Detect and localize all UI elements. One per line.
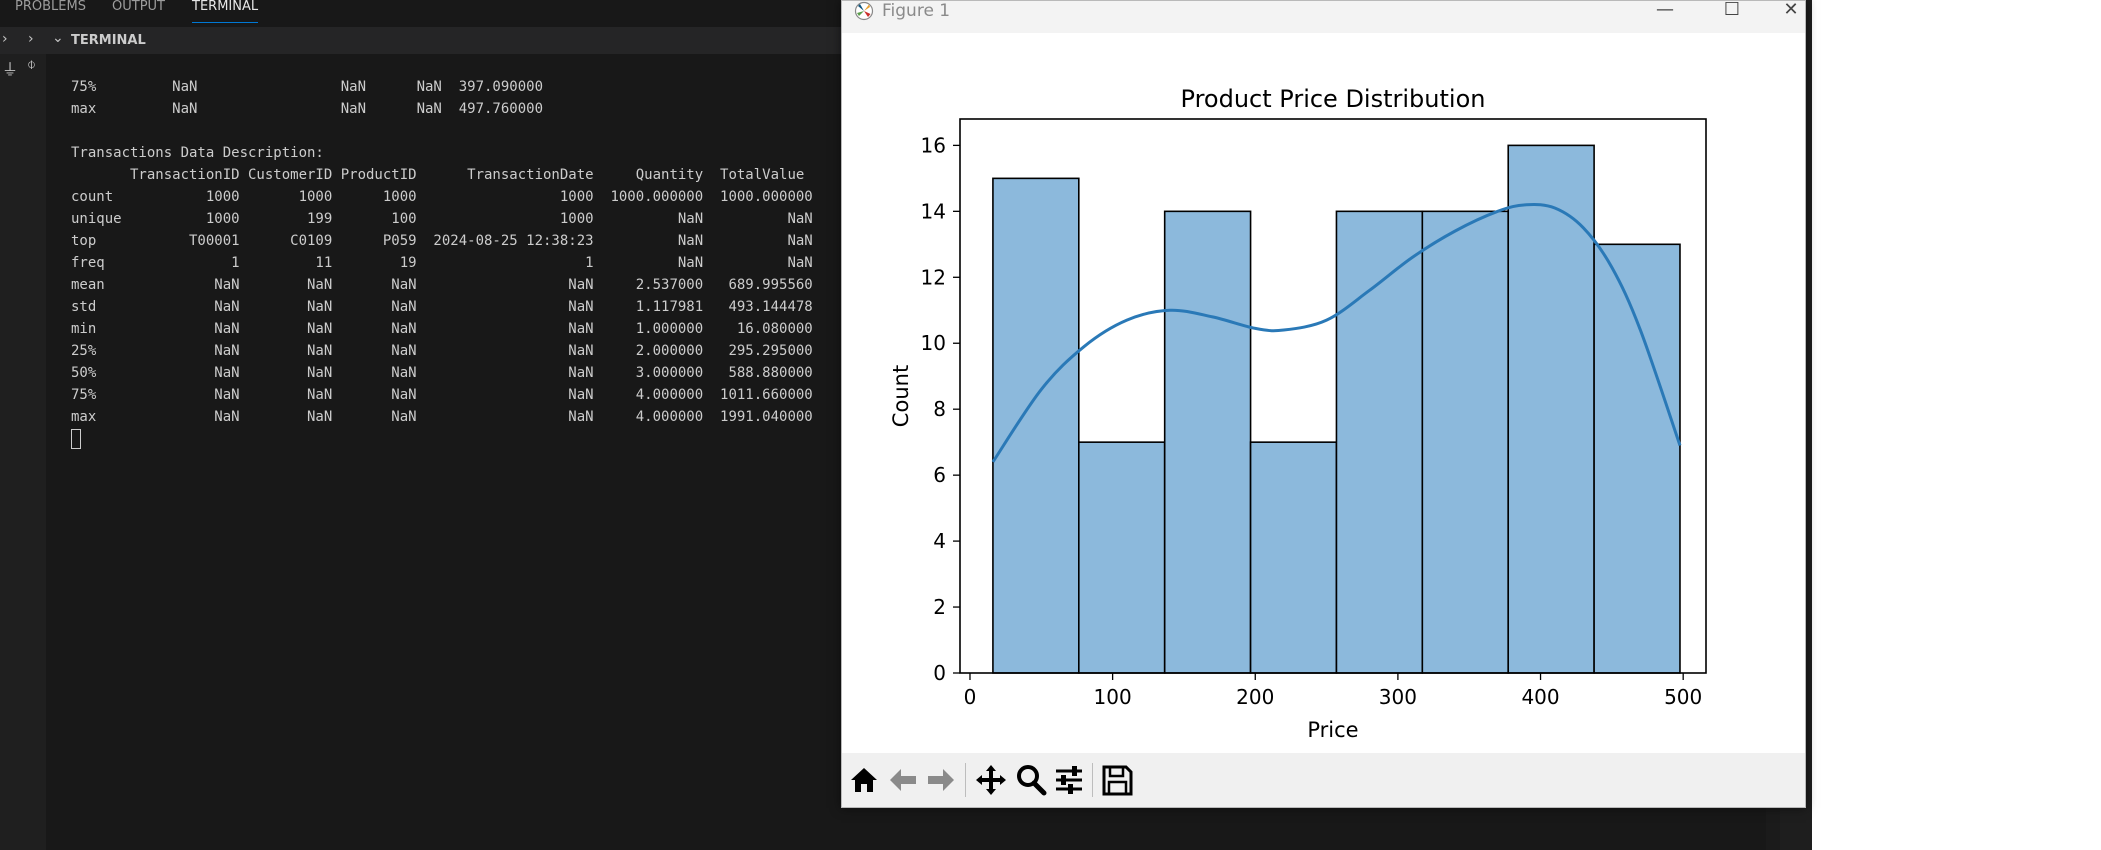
x-tick-label: 200 bbox=[1236, 685, 1274, 709]
terminal-line: Transactions Data Description: bbox=[71, 145, 324, 161]
activity-strip bbox=[0, 27, 46, 850]
terminal-line: TransactionID CustomerID ProductID Trans… bbox=[71, 167, 805, 183]
histogram-bar bbox=[992, 177, 1080, 674]
chevron-right-icon[interactable]: › bbox=[28, 31, 34, 47]
terminal-line: max NaN NaN NaN 497.760000 bbox=[71, 101, 544, 117]
toolbar-separator bbox=[965, 763, 966, 797]
window-title: Figure 1 bbox=[882, 1, 951, 21]
terminal-line: unique 1000 199 100 1000 NaN NaN bbox=[71, 211, 813, 227]
figure-canvas[interactable]: 0 100 200 300 400 500 0 2 4 6 8 10 12 14 16 Product Pri… bbox=[842, 33, 1805, 753]
kde-curve bbox=[991, 202, 1682, 463]
x-tick-label: 400 bbox=[1521, 685, 1559, 709]
histogram-bar bbox=[1335, 210, 1424, 674]
x-tick-label: 0 bbox=[964, 685, 977, 709]
terminal-line: 75% NaN NaN NaN NaN 4.000000 1011.660000 bbox=[71, 387, 813, 403]
chevron-right-icon[interactable]: › bbox=[2, 31, 8, 47]
maximize-button[interactable]: ☐ bbox=[1723, 0, 1741, 20]
y-tick-label: 14 bbox=[921, 199, 946, 223]
y-tick-label: 8 bbox=[933, 397, 946, 421]
toolbar-separator bbox=[1092, 763, 1093, 797]
terminal-line: mean NaN NaN NaN NaN 2.537000 689.995560 bbox=[71, 277, 813, 293]
save-icon[interactable] bbox=[1100, 763, 1134, 797]
terminal-header-label: TERMINAL bbox=[71, 33, 146, 48]
terminal-line: count 1000 1000 1000 1000 1000.000000 10… bbox=[71, 189, 813, 205]
x-axis-label: Price bbox=[1307, 718, 1358, 742]
close-button[interactable]: ✕ bbox=[1783, 0, 1799, 20]
y-tick-label: 6 bbox=[933, 463, 946, 487]
terminal-line: freq 1 11 19 1 NaN NaN bbox=[71, 255, 813, 271]
chart-title: Product Price Distribution bbox=[1181, 85, 1486, 113]
y-tick-label: 12 bbox=[921, 265, 946, 289]
back-arrow-icon[interactable] bbox=[886, 763, 920, 797]
configure-subplots-icon[interactable] bbox=[1052, 763, 1086, 797]
terminal-line: 50% NaN NaN NaN NaN 3.000000 588.880000 bbox=[71, 365, 813, 381]
histogram-bar bbox=[1249, 441, 1338, 674]
tab-problems[interactable]: PROBLEMS bbox=[15, 0, 86, 14]
histogram-bar bbox=[1593, 243, 1681, 674]
git-commit-icon[interactable]: ⌽ bbox=[27, 55, 37, 73]
terminal-line bbox=[71, 120, 813, 142]
terminal-line: min NaN NaN NaN NaN 1.000000 16.080000 bbox=[71, 321, 813, 337]
figure-window[interactable]: Figure 1 — ☐ ✕ 0 100 200 300 400 500 0 2 4 6 8 10 12… bbox=[841, 0, 1806, 808]
x-tick-label: 100 bbox=[1094, 685, 1132, 709]
window-titlebar[interactable]: Figure 1 — ☐ ✕ bbox=[842, 1, 1805, 33]
terminal-cursor bbox=[71, 429, 81, 449]
navigation-toolbar bbox=[842, 753, 1805, 807]
y-tick-label: 4 bbox=[933, 529, 946, 553]
terminal-line: top T00001 C0109 P059 2024-08-25 12:38:2… bbox=[71, 233, 813, 249]
axes-frame bbox=[959, 118, 1707, 674]
y-tick-label: 10 bbox=[921, 331, 946, 355]
histogram-bar bbox=[1163, 210, 1252, 674]
minimize-button[interactable]: — bbox=[1656, 0, 1674, 20]
y-tick-label: 2 bbox=[933, 595, 946, 619]
pan-icon[interactable] bbox=[974, 763, 1008, 797]
y-axis-label: Count bbox=[889, 365, 913, 427]
histogram-bar bbox=[1421, 210, 1510, 674]
terminal-line: 75% NaN NaN NaN 397.090000 bbox=[71, 79, 544, 95]
terminal-line: 25% NaN NaN NaN NaN 2.000000 295.295000 bbox=[71, 343, 813, 359]
x-tick-label: 300 bbox=[1379, 685, 1417, 709]
home-icon[interactable] bbox=[847, 763, 881, 797]
histogram-bar bbox=[1078, 441, 1166, 674]
tab-terminal[interactable]: TERMINAL bbox=[192, 0, 259, 23]
terminal-output[interactable]: 75% NaN NaN NaN 397.090000 max NaN NaN Na… bbox=[71, 76, 813, 428]
y-tick-label: 0 bbox=[933, 661, 946, 685]
histogram-bar bbox=[1507, 144, 1595, 674]
zoom-icon[interactable] bbox=[1014, 763, 1048, 797]
chevron-down-icon[interactable]: ⌄ bbox=[52, 30, 64, 46]
y-tick-label: 16 bbox=[921, 133, 946, 157]
matplotlib-logo-icon bbox=[854, 1, 874, 21]
x-tick-label: 500 bbox=[1664, 685, 1702, 709]
histogram-chart: 0 100 200 300 400 500 0 2 4 6 8 10 12 14 16 Product Pri… bbox=[889, 85, 1707, 742]
forward-arrow-icon[interactable] bbox=[924, 763, 958, 797]
tab-output[interactable]: OUTPUT bbox=[112, 0, 165, 14]
plug-icon[interactable]: ⏚ bbox=[2, 60, 19, 79]
terminal-line: max NaN NaN NaN NaN 4.000000 1991.040000 bbox=[71, 409, 813, 425]
terminal-line: std NaN NaN NaN NaN 1.117981 493.144478 bbox=[71, 299, 813, 315]
